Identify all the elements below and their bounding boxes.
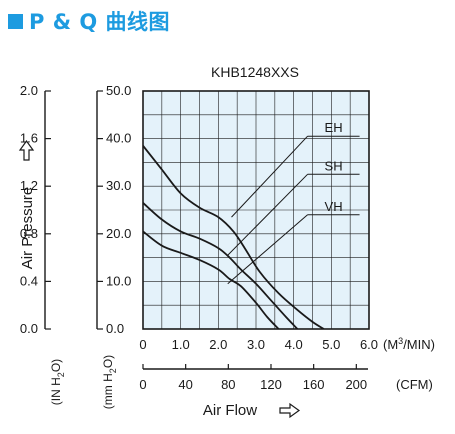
- inch-tick-label: 0.8: [20, 226, 38, 241]
- y-right-unit: (mm H2O): [101, 355, 118, 409]
- annotation-leader: [227, 173, 308, 256]
- x-axis-ticks: 0 1.0 2.0 3.0 4.0 5.0 6.0: [139, 337, 378, 352]
- cfm-axis-unit: (CFM): [396, 377, 433, 392]
- x-tick-label: 4.0: [285, 337, 303, 352]
- series-line-eh: [143, 145, 325, 329]
- header-square-icon: [8, 13, 23, 29]
- cfm-tick-label: 160: [303, 377, 325, 392]
- x-axis-title: Air Flow: [203, 402, 257, 419]
- x-tick-label: 6.0: [360, 337, 378, 352]
- cfm-tick-label: 200: [345, 377, 367, 392]
- section-header: P & Q 曲线图: [8, 6, 170, 36]
- series-line-sh: [143, 202, 299, 329]
- x-tick-label: 0: [139, 337, 146, 352]
- inch-tick-label: 1.2: [20, 178, 38, 193]
- mm-axis-ticks: 0.0 10.0 20.0 30.0 40.0 50.0: [97, 83, 131, 336]
- series-annotations: EH SH VH: [227, 120, 360, 285]
- annotation-leader: [227, 214, 308, 285]
- y-axis-title: Air Pressure: [19, 187, 36, 270]
- series-lines: [143, 145, 325, 329]
- annotation-leader: [231, 135, 308, 218]
- x-tick-label: 5.0: [322, 337, 340, 352]
- inch-tick-label: 1.6: [20, 131, 38, 146]
- arrow-up-icon: [18, 139, 35, 161]
- x-axis-unit: (M3/MIN): [383, 336, 435, 352]
- mm-tick-label: 40.0: [106, 131, 131, 146]
- chart-title: KHB1248XXS: [211, 64, 299, 80]
- cfm-tick-label: 0: [139, 377, 146, 392]
- cfm-tick-label: 40: [178, 377, 192, 392]
- inch-tick-label: 2.0: [20, 83, 38, 98]
- y-left-unit: (IN H2O): [49, 359, 66, 405]
- inch-tick-label: 0.4: [20, 273, 38, 288]
- x-tick-label: 3.0: [247, 337, 265, 352]
- inch-tick-label: 0.0: [20, 321, 38, 336]
- mm-tick-label: 50.0: [106, 83, 131, 98]
- section-title: P & Q 曲线图: [29, 10, 170, 34]
- cfm-axis-ticks: 0 40 80 120 160 200: [139, 364, 367, 392]
- x-tick-label: 2.0: [209, 337, 227, 352]
- mm-tick-label: 10.0: [106, 273, 131, 288]
- inch-axis-ticks: 0.0 0.4 0.8 1.2 1.6 2.0: [20, 83, 51, 336]
- annotation-label-vh: VH: [325, 199, 343, 214]
- cfm-tick-label: 80: [221, 377, 235, 392]
- plot-frame: [142, 90, 370, 330]
- arrow-right-icon: [279, 402, 301, 419]
- annotation-label-sh: SH: [325, 158, 343, 173]
- grid-lines: [143, 91, 369, 329]
- mm-tick-label: 0.0: [106, 321, 124, 336]
- annotation-label-eh: EH: [325, 120, 343, 135]
- mm-tick-label: 30.0: [106, 178, 131, 193]
- cfm-tick-label: 120: [260, 377, 282, 392]
- series-line-vh: [143, 230, 280, 329]
- mm-tick-label: 20.0: [106, 226, 131, 241]
- x-tick-label: 1.0: [172, 337, 190, 352]
